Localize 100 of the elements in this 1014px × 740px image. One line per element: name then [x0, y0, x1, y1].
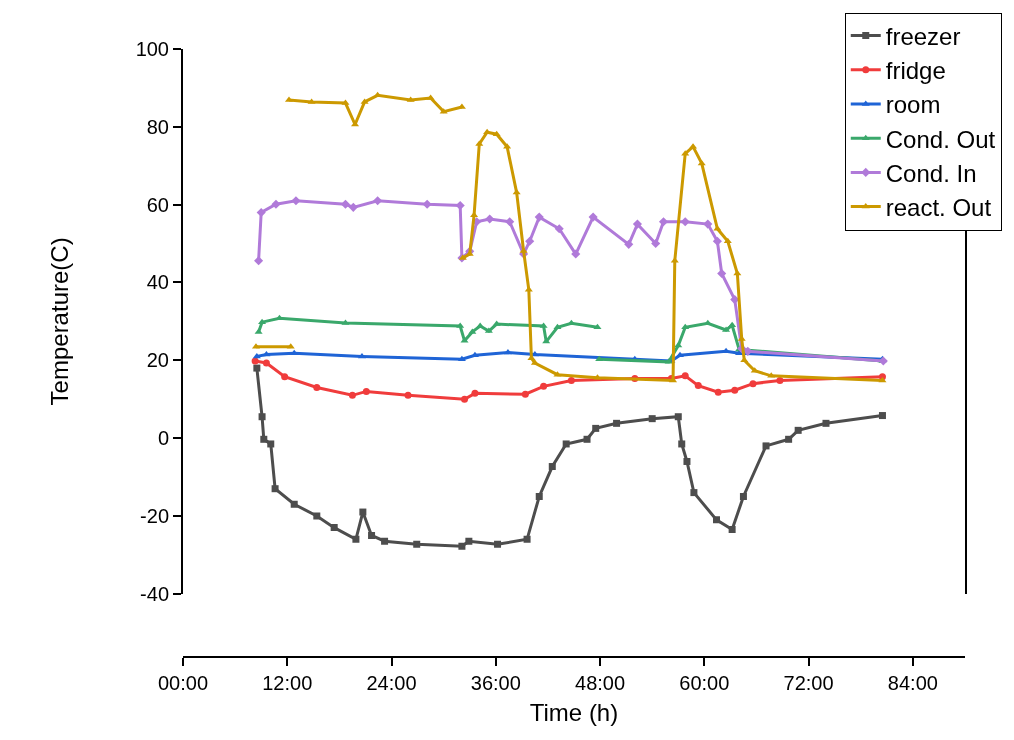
point [571, 249, 581, 259]
legend-label: Cond. Out [885, 125, 996, 153]
point [523, 535, 531, 543]
y-tick-label: 0 [157, 427, 169, 450]
point [794, 426, 802, 434]
legend-label: freezer [885, 22, 961, 50]
point [739, 492, 747, 500]
point [740, 356, 749, 363]
point [554, 224, 564, 234]
point [567, 377, 575, 385]
point [525, 236, 535, 246]
point [681, 372, 689, 380]
point [258, 413, 266, 421]
point [505, 217, 515, 227]
point [535, 492, 543, 500]
point [271, 199, 281, 209]
point [878, 412, 886, 420]
point [471, 389, 479, 397]
x-axis-title: Time (h) [529, 698, 619, 726]
x-tick-label: 72:00 [783, 672, 834, 694]
point [422, 199, 432, 209]
point [373, 196, 383, 206]
point [251, 357, 259, 365]
point [785, 435, 793, 443]
point [359, 508, 367, 516]
point [562, 440, 570, 448]
point [252, 352, 261, 359]
y-tick-label: 100 [135, 38, 169, 60]
legend-label: room [885, 91, 941, 119]
point [291, 196, 301, 206]
point [697, 159, 706, 166]
point [254, 256, 264, 266]
point [313, 512, 321, 520]
point [290, 500, 298, 508]
point [731, 386, 739, 394]
point [260, 435, 268, 443]
point [712, 236, 722, 246]
point [330, 524, 338, 532]
point [717, 268, 727, 279]
point [461, 395, 469, 403]
point [368, 531, 376, 539]
y-tick-label: -20 [140, 504, 169, 527]
point [413, 540, 421, 548]
y-tick-label: 60 [146, 193, 169, 216]
point [613, 419, 621, 427]
point [583, 435, 591, 443]
point [540, 382, 548, 390]
point [348, 391, 356, 399]
x-tick-label: 60:00 [679, 672, 730, 694]
point [404, 391, 412, 399]
point [455, 200, 465, 210]
point [592, 424, 600, 432]
point [262, 350, 271, 357]
point [267, 440, 275, 448]
point [624, 239, 634, 249]
y-axis-title: Temperature(C) [46, 237, 74, 406]
point [362, 387, 370, 395]
point [548, 463, 556, 471]
point [357, 352, 367, 359]
y-tick-label: 80 [146, 115, 169, 138]
point [281, 373, 289, 381]
point [458, 542, 466, 550]
point [651, 239, 661, 249]
point [521, 390, 529, 398]
point [749, 380, 757, 388]
point [271, 485, 279, 493]
point [713, 516, 720, 524]
point [703, 219, 713, 229]
x-tick-label: 12:00 [262, 672, 313, 694]
y-tick-label: 20 [146, 349, 169, 372]
point [678, 440, 686, 448]
y-tick-label: 40 [146, 271, 169, 294]
point [313, 384, 321, 392]
point [728, 321, 737, 328]
legend-label: fridge [885, 57, 946, 85]
point [534, 212, 544, 222]
point [648, 415, 656, 423]
point [352, 535, 360, 543]
point [776, 377, 784, 385]
y-tick-label: -40 [140, 582, 169, 605]
point [381, 537, 389, 545]
point [262, 359, 270, 367]
point [822, 419, 830, 427]
point [465, 537, 473, 545]
legend-label: Cond. In [885, 159, 977, 187]
point [694, 382, 702, 390]
point [588, 212, 598, 222]
point [494, 540, 502, 548]
x-tick-label: 00:00 [157, 672, 209, 694]
point [253, 364, 261, 372]
point [714, 388, 722, 396]
legend-label: react. Out [885, 193, 992, 221]
point [762, 442, 770, 450]
point [348, 202, 358, 212]
x-tick-label: 24:00 [366, 672, 417, 694]
point [728, 526, 736, 534]
point [632, 219, 642, 229]
point [674, 413, 682, 421]
point [683, 457, 691, 465]
x-tick-label: 36:00 [470, 672, 521, 694]
